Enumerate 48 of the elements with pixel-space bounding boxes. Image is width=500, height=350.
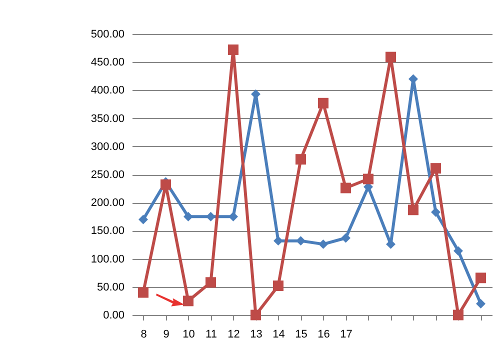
point — [206, 277, 216, 288]
x-tick-label: 15 — [295, 328, 308, 340]
point — [296, 236, 306, 246]
x-tick-label: 9 — [163, 328, 170, 340]
point — [431, 207, 440, 217]
y-tick-label: 500.00 — [90, 28, 124, 40]
point — [274, 236, 283, 246]
point — [206, 212, 216, 222]
x-tick-label: 8 — [140, 328, 147, 340]
point — [476, 272, 486, 284]
x-tick-label: 16 — [318, 328, 330, 340]
point — [476, 299, 486, 309]
y-tick-label: 450.00 — [90, 56, 124, 69]
point — [184, 212, 193, 222]
point — [318, 98, 328, 108]
y-tick-label: 250.00 — [90, 169, 124, 181]
point — [340, 182, 351, 194]
point — [386, 52, 396, 62]
y-tick-label: 150.00 — [90, 225, 124, 238]
y-tick-label: 0.00 — [103, 310, 124, 322]
x-tick-label: 11 — [206, 328, 217, 340]
point — [273, 280, 284, 292]
point — [453, 310, 464, 320]
point — [160, 179, 171, 190]
point — [296, 154, 306, 165]
point — [363, 174, 374, 184]
y-tick-label: 400.00 — [90, 84, 124, 97]
x-tick-label: 14 — [272, 328, 285, 340]
y-tick-label: 300.00 — [90, 140, 124, 153]
x-tick-label: 13 — [250, 328, 262, 340]
point — [318, 239, 328, 249]
y-tick-label: 100.00 — [90, 253, 124, 266]
y-tick-label: 200.00 — [90, 197, 124, 210]
point — [250, 310, 261, 320]
point — [341, 233, 350, 243]
point — [228, 212, 238, 222]
point — [408, 204, 418, 216]
y-tick-label: 350.00 — [90, 112, 124, 125]
x-tick-label: 12 — [228, 328, 240, 340]
x-tick-label: 10 — [182, 328, 195, 340]
y-tick-label: 50.00 — [96, 281, 124, 294]
point — [228, 44, 238, 55]
point — [183, 296, 194, 306]
point — [138, 214, 148, 224]
point — [138, 287, 148, 298]
point — [430, 163, 441, 174]
point — [454, 246, 463, 256]
x-tick-label: 17 — [340, 328, 352, 340]
